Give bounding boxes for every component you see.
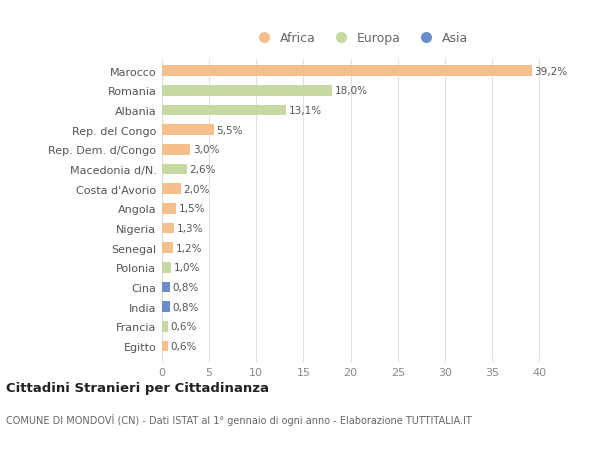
Text: 1,5%: 1,5% <box>179 204 205 214</box>
Text: 0,6%: 0,6% <box>170 322 197 331</box>
Bar <box>162 105 286 116</box>
Text: 2,6%: 2,6% <box>190 165 216 174</box>
Bar <box>162 86 332 96</box>
Bar <box>162 302 170 313</box>
Bar <box>162 145 190 155</box>
Bar <box>162 321 167 332</box>
Text: 13,1%: 13,1% <box>289 106 322 116</box>
Text: COMUNE DI MONDOVÌ (CN) - Dati ISTAT al 1° gennaio di ogni anno - Elaborazione TU: COMUNE DI MONDOVÌ (CN) - Dati ISTAT al 1… <box>6 413 472 425</box>
Bar <box>162 263 172 273</box>
Text: 5,5%: 5,5% <box>217 125 243 135</box>
Text: 0,8%: 0,8% <box>172 282 199 292</box>
Bar <box>162 223 174 234</box>
Bar <box>162 243 173 253</box>
Bar <box>162 203 176 214</box>
Text: 1,3%: 1,3% <box>177 224 203 234</box>
Bar <box>162 125 214 136</box>
Text: Cittadini Stranieri per Cittadinanza: Cittadini Stranieri per Cittadinanza <box>6 381 269 394</box>
Text: 0,6%: 0,6% <box>170 341 197 351</box>
Text: 0,8%: 0,8% <box>172 302 199 312</box>
Text: 2,0%: 2,0% <box>184 184 210 194</box>
Text: 18,0%: 18,0% <box>335 86 368 96</box>
Bar <box>162 341 167 352</box>
Bar <box>162 164 187 175</box>
Bar <box>162 184 181 195</box>
Legend: Africa, Europa, Asia: Africa, Europa, Asia <box>247 27 473 50</box>
Text: 1,2%: 1,2% <box>176 243 203 253</box>
Text: 3,0%: 3,0% <box>193 145 220 155</box>
Bar <box>162 282 170 293</box>
Text: 1,0%: 1,0% <box>174 263 200 273</box>
Text: 39,2%: 39,2% <box>535 67 568 77</box>
Bar <box>162 66 532 77</box>
